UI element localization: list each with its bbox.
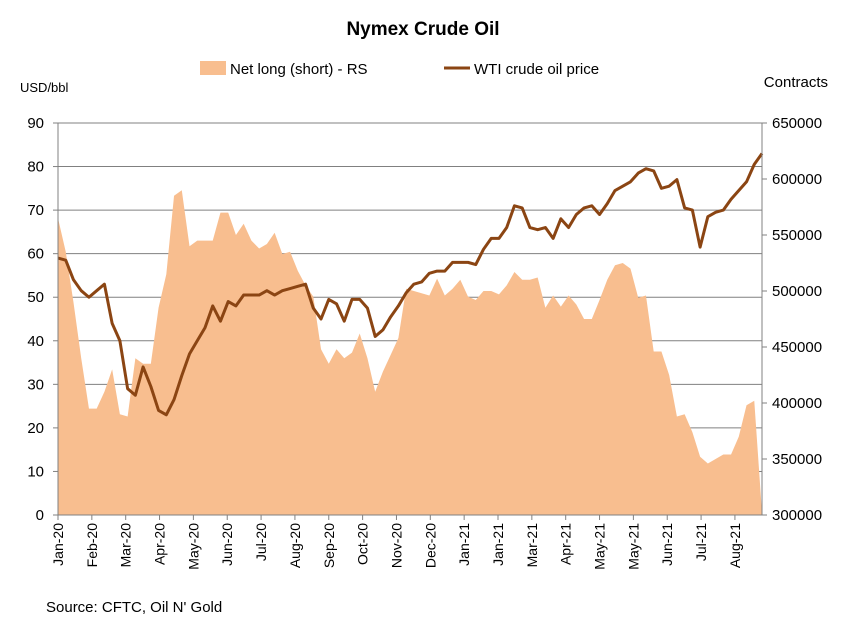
right-tick-label-7: 650000 — [772, 115, 822, 132]
left-tick-label-0: 0 — [36, 507, 44, 524]
right-tick-label-1: 350000 — [772, 451, 822, 468]
x-tick-label-17: May-21 — [625, 523, 641, 570]
legend-net-long-swatch — [200, 61, 226, 75]
right-tick-label-4: 500000 — [772, 283, 822, 300]
legend: Net long (short) - RS WTI crude oil pric… — [200, 61, 599, 78]
x-tick-label-9: Oct-20 — [355, 523, 371, 565]
wti-line-layer — [57, 152, 764, 417]
x-tick-label-1: Feb-20 — [84, 523, 100, 568]
x-tick-label-7: Aug-20 — [287, 523, 303, 568]
x-axis-ticks: Jan-20 Feb-20 Mar-20 Apr-20 May-20 Jun-20 Jul-… — [50, 515, 743, 570]
x-tick-label-8: Sep-20 — [321, 523, 337, 568]
x-tick-label-5: Jun-20 — [219, 523, 235, 566]
x-tick-label-2: Mar-20 — [118, 523, 134, 568]
x-tick-label-6: Jul-20 — [253, 523, 269, 561]
x-tick-label-3: Apr-20 — [152, 523, 168, 565]
left-tick-label-5: 50 — [27, 289, 44, 306]
legend-net-long-label: Net long (short) - RS — [230, 61, 368, 78]
x-tick-label-0: Jan-20 — [50, 523, 66, 566]
x-tick-label-10: Nov-20 — [388, 523, 404, 568]
net-long-area-layer — [58, 190, 762, 515]
x-tick-label-13: Jan-21 — [490, 523, 506, 566]
x-tick-label-16: May-21 — [592, 523, 608, 570]
left-tick-label-4: 40 — [27, 333, 44, 350]
axes — [57, 123, 763, 516]
net-long-area — [58, 190, 762, 515]
x-tick-label-4: May-20 — [185, 523, 201, 570]
x-tick-label-18: Jun-21 — [659, 523, 675, 566]
chart-title: Nymex Crude Oil — [346, 19, 499, 40]
right-tick-label-2: 400000 — [772, 395, 822, 412]
right-axis-unit: Contracts — [764, 74, 828, 91]
x-tick-label-11: Dec-20 — [422, 523, 438, 568]
left-tick-label-2: 20 — [27, 420, 44, 437]
left-tick-label-8: 80 — [27, 159, 44, 176]
legend-wti-label: WTI crude oil price — [474, 61, 599, 78]
source-note: Source: CFTC, Oil N' Gold — [46, 599, 222, 616]
right-axis-ticks: 300000 350000 400000 450000 500000 550000 6000… — [762, 115, 822, 524]
x-tick-label-15: Apr-21 — [558, 523, 574, 565]
x-tick-label-19: Jul-21 — [693, 523, 709, 561]
right-tick-label-0: 300000 — [772, 507, 822, 524]
left-tick-label-1: 10 — [27, 463, 44, 480]
right-tick-label-5: 550000 — [772, 227, 822, 244]
left-tick-label-3: 30 — [27, 376, 44, 393]
x-tick-label-12: Jan-21 — [456, 523, 472, 566]
right-tick-label-6: 600000 — [772, 171, 822, 188]
left-tick-label-6: 60 — [27, 246, 44, 263]
wti-price-line — [57, 152, 764, 417]
left-axis-unit: USD/bbl — [20, 80, 69, 95]
left-tick-label-9: 90 — [27, 115, 44, 132]
x-tick-label-14: Mar-21 — [524, 523, 540, 568]
left-tick-label-7: 70 — [27, 202, 44, 219]
x-tick-label-20: Aug-21 — [727, 523, 743, 568]
right-tick-label-3: 450000 — [772, 339, 822, 356]
left-axis-ticks: 0 10 20 30 40 50 60 70 80 90 — [27, 115, 58, 524]
